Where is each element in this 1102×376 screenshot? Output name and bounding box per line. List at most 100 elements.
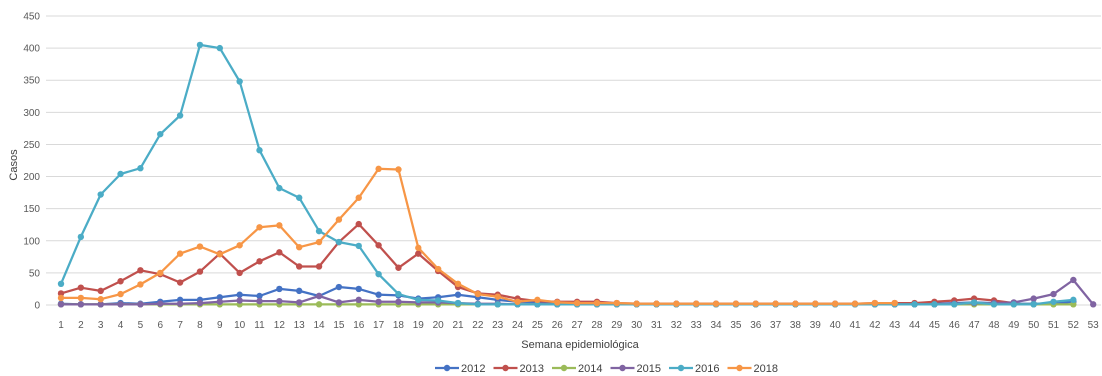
x-tick-label: 1 bbox=[58, 320, 64, 331]
data-point bbox=[97, 301, 104, 308]
y-tick-label: 300 bbox=[23, 108, 40, 119]
x-tick-label: 39 bbox=[810, 320, 822, 331]
data-point bbox=[315, 263, 323, 270]
series-2013 bbox=[57, 220, 1017, 307]
data-point bbox=[375, 242, 382, 249]
data-point bbox=[236, 297, 243, 304]
x-tick-labels: 1 2 3 4 5 6 7 8 9 10 11 12 13 14 15 16 17 18 19 20 21 22 23 24 2… bbox=[58, 320, 1099, 331]
data-point bbox=[1010, 301, 1017, 308]
x-tick-label: 29 bbox=[611, 320, 623, 331]
data-point bbox=[474, 301, 482, 308]
series-2016 bbox=[57, 41, 1077, 308]
y-tick-label: 200 bbox=[23, 172, 40, 183]
x-tick-label: 30 bbox=[631, 320, 643, 331]
x-tick-label: 38 bbox=[790, 320, 802, 331]
data-point bbox=[77, 233, 85, 241]
x-tick-label: 33 bbox=[691, 320, 703, 331]
data-point bbox=[57, 280, 65, 288]
x-tick-label: 46 bbox=[949, 320, 961, 331]
data-point bbox=[395, 264, 402, 271]
x-tick-label: 15 bbox=[333, 320, 345, 331]
data-point bbox=[216, 44, 223, 52]
x-tick-label: 8 bbox=[197, 320, 203, 331]
data-point bbox=[673, 300, 680, 307]
legend-label: 2016 bbox=[695, 363, 719, 375]
data-point bbox=[534, 301, 541, 308]
data-point bbox=[296, 244, 303, 251]
data-point bbox=[137, 267, 144, 274]
legend-item-2012: 2012 bbox=[435, 363, 485, 375]
gridlines bbox=[46, 15, 1101, 306]
data-point bbox=[355, 301, 362, 308]
data-point bbox=[117, 290, 124, 298]
series-line bbox=[60, 222, 1014, 305]
data-point bbox=[851, 300, 859, 307]
x-tick-label: 4 bbox=[118, 320, 124, 331]
data-point bbox=[1070, 296, 1077, 304]
data-point bbox=[395, 290, 402, 298]
data-point bbox=[176, 250, 184, 257]
series-line bbox=[61, 167, 895, 305]
data-point bbox=[1090, 301, 1097, 308]
x-tick-label: 24 bbox=[512, 320, 524, 331]
x-tick-label: 50 bbox=[1028, 320, 1040, 331]
data-point bbox=[454, 299, 462, 307]
data-point bbox=[137, 165, 144, 172]
data-point bbox=[970, 299, 978, 306]
x-tick-label: 53 bbox=[1088, 320, 1100, 331]
data-point bbox=[355, 242, 362, 250]
data-point bbox=[494, 301, 501, 308]
data-point bbox=[1030, 301, 1037, 308]
data-point bbox=[355, 220, 362, 228]
data-point bbox=[871, 299, 879, 307]
x-tick-label: 14 bbox=[313, 320, 325, 331]
x-tick-label: 48 bbox=[988, 320, 1000, 331]
legend-label: 2018 bbox=[754, 363, 778, 375]
data-point bbox=[1070, 276, 1077, 284]
x-tick-label: 5 bbox=[138, 320, 144, 331]
data-point bbox=[315, 238, 323, 246]
data-point bbox=[693, 300, 700, 307]
x-tick-label: 11 bbox=[254, 320, 265, 331]
data-point bbox=[57, 294, 65, 302]
x-tick-label: 32 bbox=[671, 320, 683, 331]
data-point bbox=[434, 265, 442, 273]
y-tick-label: 100 bbox=[23, 236, 40, 247]
legend-label: 2012 bbox=[461, 363, 485, 375]
y-tick-label: 450 bbox=[23, 12, 40, 23]
y-tick-label: 0 bbox=[34, 301, 40, 312]
data-point bbox=[137, 281, 144, 288]
data-point bbox=[296, 263, 303, 270]
data-point bbox=[593, 299, 601, 307]
data-point bbox=[176, 279, 184, 286]
y-tick-label: 350 bbox=[23, 76, 40, 87]
x-tick-label: 36 bbox=[750, 320, 762, 331]
data-point bbox=[554, 299, 561, 306]
x-tick-label: 34 bbox=[710, 320, 722, 331]
x-tick-label: 12 bbox=[274, 320, 286, 331]
data-point bbox=[296, 194, 303, 201]
x-tick-label: 22 bbox=[472, 320, 484, 331]
data-point bbox=[57, 290, 65, 297]
data-point bbox=[157, 300, 164, 307]
x-tick-label: 49 bbox=[1008, 320, 1020, 331]
legend-marker bbox=[443, 364, 451, 372]
data-point bbox=[196, 243, 204, 250]
legend-item-2018: 2018 bbox=[727, 363, 778, 375]
legend-label: 2013 bbox=[520, 363, 544, 375]
x-tick-label: 6 bbox=[157, 320, 163, 331]
y-tick-label: 250 bbox=[23, 140, 40, 151]
x-tick-label: 31 bbox=[651, 320, 663, 331]
data-point bbox=[57, 301, 65, 308]
x-tick-label: 37 bbox=[770, 320, 782, 331]
data-point bbox=[931, 301, 938, 308]
data-point bbox=[77, 294, 85, 302]
x-tick-label: 18 bbox=[393, 320, 405, 331]
data-point bbox=[1050, 298, 1057, 305]
data-point bbox=[792, 300, 799, 307]
data-point bbox=[77, 301, 85, 308]
data-point bbox=[216, 298, 223, 305]
data-point bbox=[97, 191, 104, 198]
data-point bbox=[990, 301, 998, 308]
